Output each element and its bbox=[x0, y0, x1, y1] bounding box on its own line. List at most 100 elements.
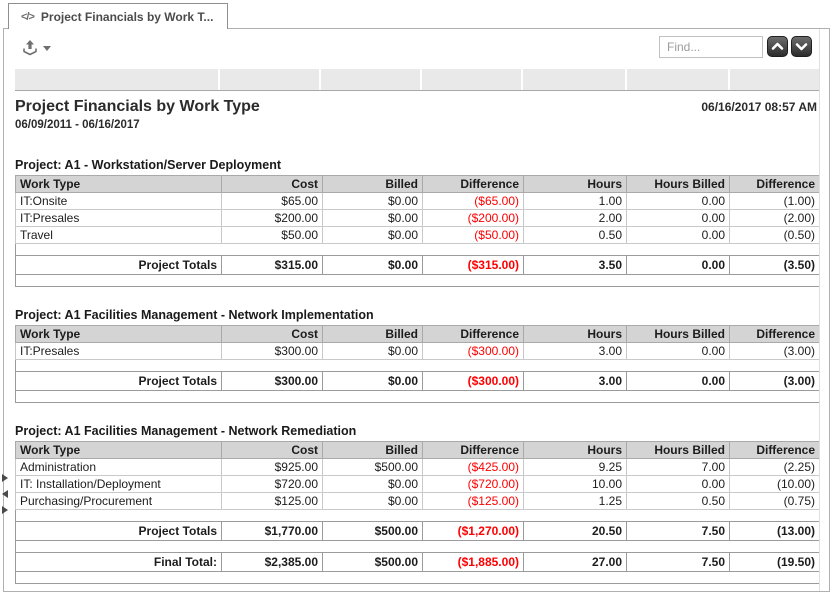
value-cell: 0.00 bbox=[626, 209, 730, 227]
spacer-cell bbox=[16, 391, 820, 403]
value-cell: (19.50) bbox=[729, 552, 820, 572]
spacer-cell bbox=[16, 541, 820, 553]
strip-cell bbox=[15, 69, 218, 90]
work-type-cell: Purchasing/Procurement bbox=[15, 492, 222, 510]
column-header: Difference bbox=[422, 325, 524, 343]
final-total-row: Final Total: $2,385.00 $500.00 ($1,885.00) 2… bbox=[15, 552, 820, 572]
financials-table: Work Type Cost Billed Difference Hours Hours … bbox=[15, 441, 820, 584]
work-type-cell: Administration bbox=[15, 458, 222, 476]
column-header: Hours Billed bbox=[626, 175, 730, 193]
value-cell: 10.00 bbox=[523, 475, 627, 493]
value-cell: $720.00 bbox=[221, 475, 323, 493]
value-cell: $0.00 bbox=[322, 226, 423, 244]
project-totals-row: Project Totals $300.00 $0.00 ($300.00) 3.00 0… bbox=[15, 371, 820, 391]
tab-project-financials[interactable]: </> Project Financials by Work T... bbox=[8, 3, 229, 29]
value-cell: $0.00 bbox=[322, 209, 423, 227]
value-cell: $125.00 bbox=[221, 492, 323, 510]
value-cell: 0.50 bbox=[523, 226, 627, 244]
value-cell: (3.00) bbox=[729, 371, 820, 391]
value-cell: $500.00 bbox=[322, 552, 423, 572]
column-strip bbox=[15, 69, 820, 91]
value-cell: (2.00) bbox=[729, 209, 820, 227]
spacer-cell bbox=[16, 360, 820, 372]
value-cell: ($65.00) bbox=[422, 192, 524, 210]
scroll-gutter bbox=[819, 29, 820, 591]
find-previous-button[interactable] bbox=[767, 36, 788, 57]
value-cell: $0.00 bbox=[322, 342, 423, 360]
report-generated-timestamp: 06/16/2017 08:57 AM bbox=[701, 100, 817, 114]
splitter-arrow-right-icon[interactable] bbox=[2, 506, 8, 514]
table-header-row: Work Type Cost Billed Difference Hours Hours … bbox=[15, 175, 820, 193]
value-cell: (1.00) bbox=[729, 192, 820, 210]
value-cell: 3.00 bbox=[523, 371, 627, 391]
value-cell: 7.50 bbox=[626, 521, 730, 541]
value-cell: 0.00 bbox=[626, 342, 730, 360]
column-header: Work Type bbox=[15, 441, 222, 459]
work-type-cell: IT:Onsite bbox=[15, 192, 222, 210]
column-header: Difference bbox=[729, 175, 820, 193]
chevron-down-icon bbox=[795, 39, 808, 54]
splitter-arrow-right-icon[interactable] bbox=[2, 474, 8, 482]
value-cell: ($300.00) bbox=[422, 342, 524, 360]
value-cell: 2.00 bbox=[523, 209, 627, 227]
spacer-cell bbox=[16, 244, 820, 256]
value-cell: ($720.00) bbox=[422, 475, 524, 493]
spacer-row bbox=[16, 391, 820, 403]
value-cell: $0.00 bbox=[322, 371, 423, 391]
table-row: Purchasing/Procurement $125.00 $0.00 ($125.… bbox=[15, 492, 820, 510]
value-cell: 0.00 bbox=[626, 475, 730, 493]
export-button[interactable] bbox=[18, 37, 53, 65]
value-cell: 3.50 bbox=[523, 255, 627, 275]
value-cell: ($125.00) bbox=[422, 492, 524, 510]
project-totals-row: Project Totals $1,770.00 $500.00 ($1,270.00… bbox=[15, 521, 820, 541]
spacer-row bbox=[16, 510, 820, 522]
column-header: Hours bbox=[523, 175, 627, 193]
financials-table: Work Type Cost Billed Difference Hours Hours … bbox=[15, 325, 820, 403]
find-input[interactable] bbox=[659, 36, 763, 58]
spacer-row bbox=[16, 360, 820, 372]
value-cell: (3.00) bbox=[729, 342, 820, 360]
financials-table: Work Type Cost Billed Difference Hours Hours … bbox=[15, 175, 820, 287]
strip-cell bbox=[421, 69, 522, 90]
splitter-arrow-left-icon[interactable] bbox=[2, 490, 8, 498]
value-cell: $925.00 bbox=[221, 458, 323, 476]
strip-cell bbox=[626, 69, 729, 90]
value-cell: $300.00 bbox=[221, 371, 323, 391]
value-cell: 20.50 bbox=[523, 521, 627, 541]
value-cell: 3.00 bbox=[523, 342, 627, 360]
value-cell: ($1,270.00) bbox=[422, 521, 524, 541]
table-header-row: Work Type Cost Billed Difference Hours Hours … bbox=[15, 441, 820, 459]
table-row: Administration $925.00 $500.00 ($425.00) 9.2… bbox=[15, 458, 820, 476]
strip-cell bbox=[321, 69, 420, 90]
strip-cell bbox=[730, 69, 820, 90]
column-header: Billed bbox=[322, 175, 423, 193]
value-cell: $500.00 bbox=[322, 521, 423, 541]
work-type-cell: Project Totals bbox=[15, 521, 222, 541]
value-cell: 0.00 bbox=[626, 226, 730, 244]
value-cell: $0.00 bbox=[322, 475, 423, 493]
project-section: Project: A1 Facilities Management - Netw… bbox=[15, 424, 820, 584]
value-cell: 0.00 bbox=[626, 192, 730, 210]
column-header: Billed bbox=[322, 325, 423, 343]
value-cell: (2.25) bbox=[729, 458, 820, 476]
column-header: Difference bbox=[422, 441, 524, 459]
value-cell: 0.00 bbox=[626, 371, 730, 391]
work-type-cell: IT: Installation/Deployment bbox=[15, 475, 222, 493]
report-panel: Project Financials by Work Type 06/09/20… bbox=[3, 28, 830, 592]
table-row: IT:Presales $200.00 $0.00 ($200.00) 2.00 0.00… bbox=[15, 209, 820, 227]
value-cell: 7.00 bbox=[626, 458, 730, 476]
section-caption: Project: A1 Facilities Management - Netw… bbox=[15, 424, 357, 438]
column-header: Cost bbox=[221, 325, 323, 343]
work-type-cell: IT:Presales bbox=[15, 342, 222, 360]
column-header: Cost bbox=[221, 175, 323, 193]
splitter-arrows[interactable] bbox=[2, 474, 10, 522]
find-next-button[interactable] bbox=[791, 36, 812, 57]
value-cell: ($315.00) bbox=[422, 255, 524, 275]
value-cell: ($1,885.00) bbox=[422, 552, 524, 572]
work-type-cell: Travel bbox=[15, 226, 222, 244]
value-cell: $0.00 bbox=[322, 192, 423, 210]
section-caption: Project: A1 Facilities Management - Netw… bbox=[15, 308, 374, 322]
column-header: Hours bbox=[523, 441, 627, 459]
value-cell: $65.00 bbox=[221, 192, 323, 210]
